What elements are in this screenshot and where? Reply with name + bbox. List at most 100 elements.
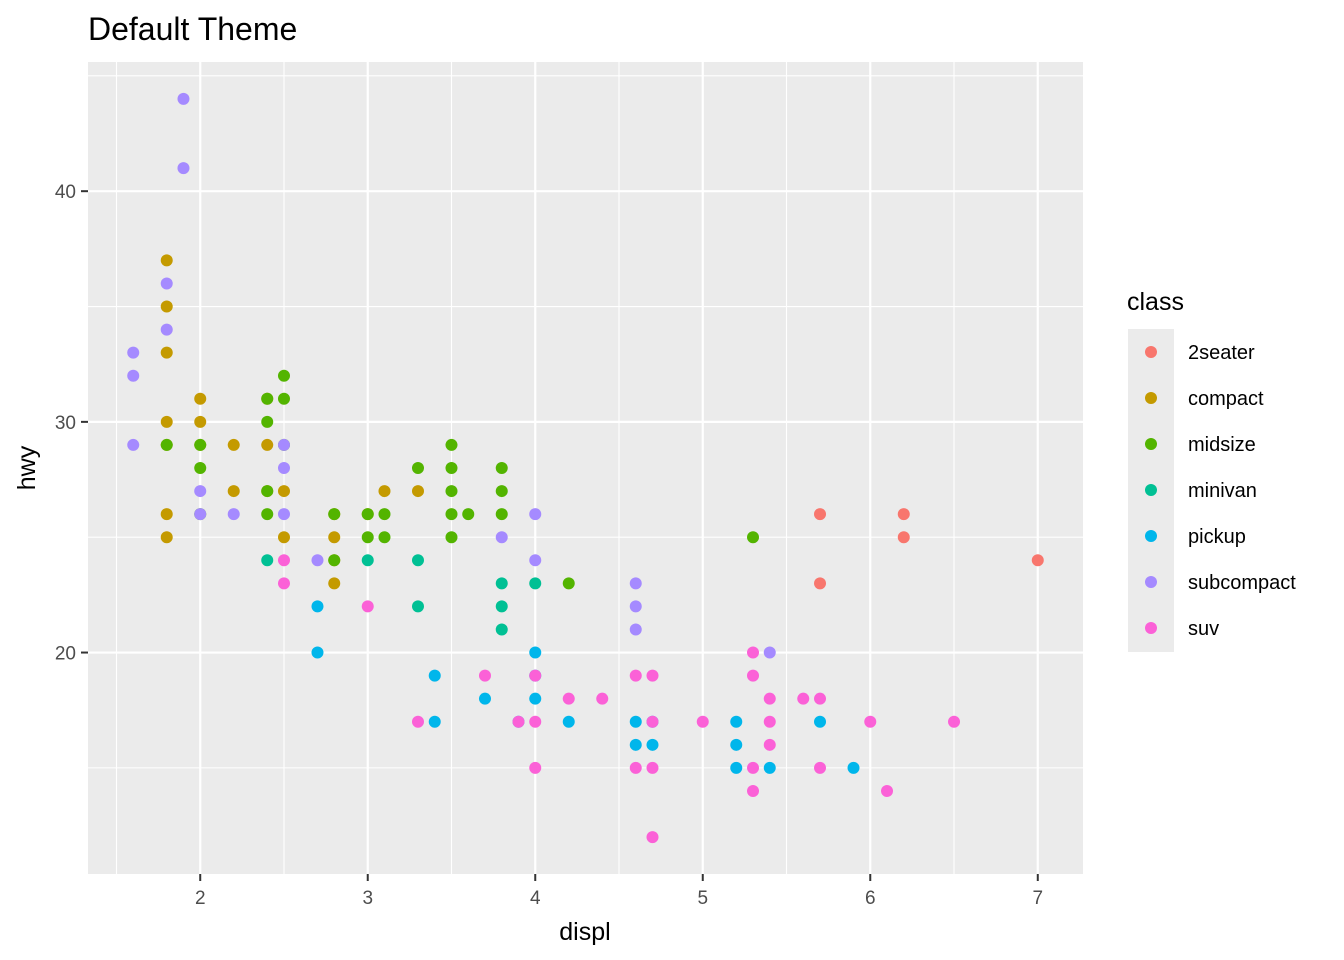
legend-label-2seater: 2seater <box>1188 342 1255 364</box>
data-point-2seater <box>897 508 910 521</box>
data-point-minivan <box>361 554 374 567</box>
data-point-subcompact <box>177 162 190 175</box>
legend-label-compact: compact <box>1188 388 1264 410</box>
major-gridlines <box>88 62 1083 874</box>
data-point-compact <box>261 438 274 451</box>
legend-key-compact <box>1145 392 1157 404</box>
data-point-suv <box>478 669 491 682</box>
data-point-suv <box>881 784 894 797</box>
data-point-midsize <box>261 485 274 498</box>
data-point-midsize <box>445 462 458 474</box>
data-point-minivan <box>495 600 508 613</box>
data-point-suv <box>747 669 760 682</box>
data-point-midsize <box>445 508 458 521</box>
data-point-suv <box>797 692 810 705</box>
data-point-suv <box>814 761 827 774</box>
data-point-compact <box>328 577 341 590</box>
data-point-minivan <box>495 623 508 636</box>
data-point-subcompact <box>160 277 173 290</box>
data-point-midsize <box>495 485 508 498</box>
data-point-compact <box>160 531 173 544</box>
data-point-suv <box>512 715 525 728</box>
legend-key-midsize <box>1145 438 1157 450</box>
data-point-pickup <box>730 761 743 774</box>
data-point-suv <box>629 669 642 682</box>
data-point-suv <box>696 715 709 728</box>
data-point-subcompact <box>311 554 324 567</box>
data-point-pickup <box>562 715 575 728</box>
x-tick-label: 6 <box>865 888 876 909</box>
data-point-midsize <box>411 462 424 474</box>
x-tick-label: 2 <box>195 888 206 909</box>
data-point-suv <box>763 692 776 705</box>
data-point-pickup <box>763 761 776 774</box>
data-point-midsize <box>562 577 575 590</box>
data-point-suv <box>562 692 575 705</box>
data-point-suv <box>747 646 760 659</box>
data-point-compact <box>378 485 391 498</box>
data-point-midsize <box>361 531 374 544</box>
data-point-suv <box>646 831 659 844</box>
data-point-suv <box>596 692 609 705</box>
legend-key-pickup <box>1145 530 1157 542</box>
data-point-suv <box>529 715 542 728</box>
data-point-compact <box>411 485 424 498</box>
data-point-2seater <box>814 508 827 521</box>
legend-label-suv: suv <box>1188 618 1219 640</box>
data-point-minivan <box>411 554 424 567</box>
data-point-midsize <box>261 392 274 405</box>
data-point-midsize <box>328 554 341 567</box>
data-point-pickup <box>428 669 441 682</box>
data-point-compact <box>160 300 173 313</box>
x-axis-title: displ <box>559 918 610 946</box>
data-point-subcompact <box>629 623 642 636</box>
data-point-suv <box>948 715 961 728</box>
data-point-pickup <box>814 715 827 728</box>
data-point-suv <box>747 784 760 797</box>
data-point-subcompact <box>194 485 207 498</box>
data-point-2seater <box>814 577 827 590</box>
data-point-2seater <box>1031 554 1044 567</box>
y-axis-title: hwy <box>13 445 41 490</box>
data-point-suv <box>864 715 877 728</box>
data-point-pickup <box>629 715 642 728</box>
data-point-midsize <box>277 392 290 405</box>
data-point-pickup <box>730 738 743 751</box>
legend-label-subcompact: subcompact <box>1188 572 1296 594</box>
data-point-minivan <box>261 554 274 567</box>
x-tick-label: 4 <box>530 888 541 909</box>
data-point-pickup <box>478 692 491 705</box>
data-point-pickup <box>646 738 659 751</box>
y-axis: 20 30 40 <box>55 182 88 665</box>
legend-key-minivan <box>1145 484 1157 496</box>
plot-panel <box>88 62 1083 874</box>
y-tick-label: 30 <box>55 413 76 434</box>
y-tick-label: 20 <box>55 644 76 665</box>
data-point-pickup <box>311 600 324 613</box>
data-point-suv <box>763 738 776 751</box>
data-point-subcompact <box>495 531 508 544</box>
data-point-suv <box>277 554 290 567</box>
x-axis: 2 3 4 5 6 7 <box>195 874 1043 909</box>
data-point-suv <box>411 715 424 728</box>
data-point-suv <box>361 600 374 613</box>
data-point-midsize <box>445 438 458 451</box>
data-point-subcompact <box>160 323 173 336</box>
legend-key-2seater <box>1145 346 1157 358</box>
data-point-pickup <box>629 738 642 751</box>
data-point-subcompact <box>127 369 140 382</box>
data-point-midsize <box>194 462 207 474</box>
legend-label-minivan: minivan <box>1188 480 1257 502</box>
x-tick-label: 5 <box>697 888 708 909</box>
data-point-subcompact <box>529 554 542 567</box>
data-point-minivan <box>495 577 508 590</box>
data-point-midsize <box>445 485 458 498</box>
data-point-subcompact <box>629 600 642 613</box>
data-point-midsize <box>445 531 458 544</box>
data-point-suv <box>747 761 760 774</box>
data-point-compact <box>160 415 173 428</box>
data-point-subcompact <box>529 508 542 521</box>
data-point-subcompact <box>194 508 207 521</box>
legend-items: 2seater compact midsize minivan pickup subcom… <box>1145 342 1296 640</box>
